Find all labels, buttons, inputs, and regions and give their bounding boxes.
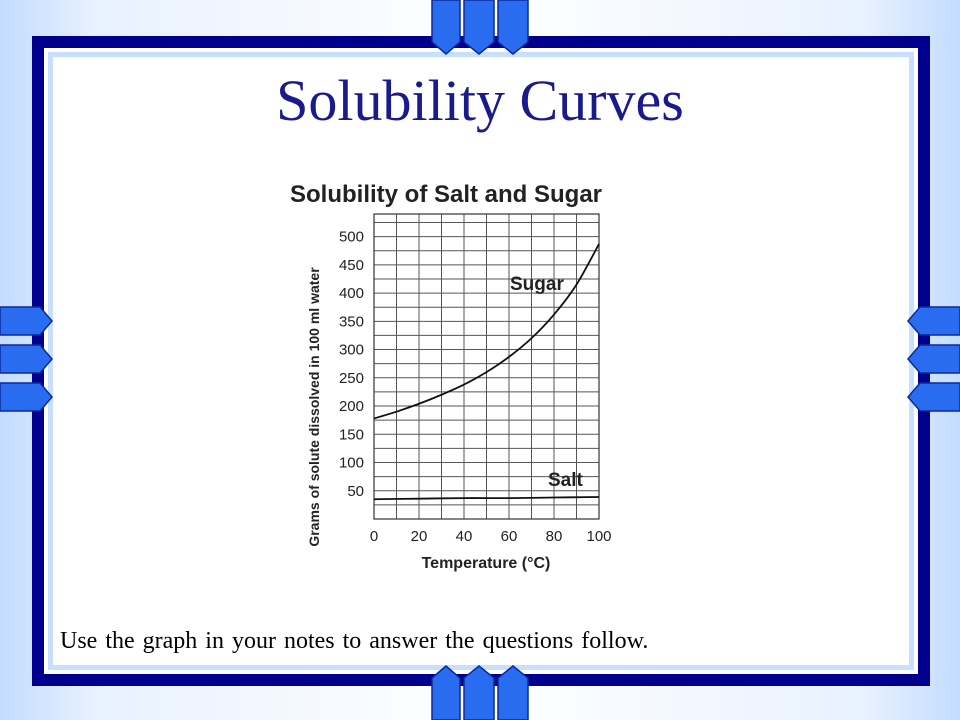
- y-tick-label: 300: [339, 342, 364, 359]
- slide-title: Solubility Curves: [276, 68, 684, 133]
- y-tick-label: 500: [339, 229, 364, 246]
- y-tick-label: 400: [339, 285, 364, 302]
- grid: [373, 213, 600, 520]
- y-tick-label: 100: [339, 455, 364, 472]
- bottom-chevron-decoration: [431, 665, 529, 720]
- y-tick-label: 50: [347, 483, 364, 500]
- plot-border: [373, 213, 600, 520]
- chart-title: Solubility of Salt and Sugar: [290, 181, 602, 208]
- sugar-curve: [373, 243, 600, 420]
- x-tick-label: 80: [546, 528, 563, 545]
- top-chevron-decoration: [431, 0, 529, 55]
- sugar-series-label: Sugar: [510, 274, 564, 295]
- x-axis-label: Temperature (°C): [422, 555, 551, 572]
- salt-curve: [373, 496, 600, 501]
- x-tick-label: 20: [411, 528, 428, 545]
- y-tick-label: 350: [339, 313, 364, 330]
- slide-footer-text: Use the graph in your notes to answer th…: [60, 628, 649, 654]
- tick-labels: 0 20 40 60 80 100 50 100 150 200 250 300 350 400 450 50…: [339, 229, 612, 545]
- y-tick-label: 250: [339, 370, 364, 387]
- x-tick-label: 0: [370, 528, 378, 545]
- y-tick-label: 200: [339, 398, 364, 415]
- series: Sugar Salt: [373, 243, 600, 501]
- salt-series-label: Salt: [548, 470, 584, 491]
- y-axis-label: Grams of solute dissolved in 100 ml wate…: [306, 267, 322, 547]
- x-tick-label: 60: [501, 528, 518, 545]
- right-chevron-decoration: [907, 306, 960, 412]
- x-tick-label: 100: [586, 528, 611, 545]
- x-tick-label: 40: [456, 528, 473, 545]
- left-chevron-decoration: [0, 306, 53, 412]
- solubility-chart: Solubility of Salt and Sugar Grams of so…: [290, 181, 612, 572]
- y-tick-label: 150: [339, 426, 364, 443]
- y-tick-label: 450: [339, 257, 364, 274]
